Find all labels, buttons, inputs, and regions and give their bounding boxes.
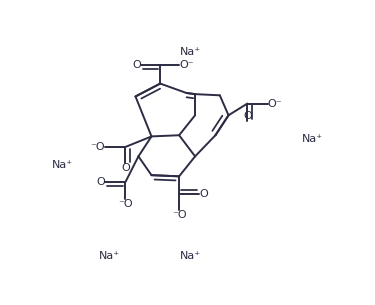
Text: Na⁺: Na⁺: [180, 251, 201, 261]
Text: ⁻O: ⁻O: [118, 199, 133, 209]
Text: O⁻: O⁻: [179, 60, 194, 70]
Text: Na⁺: Na⁺: [52, 160, 74, 170]
Text: Na⁺: Na⁺: [180, 47, 201, 57]
Text: O: O: [200, 189, 208, 199]
Text: Na⁺: Na⁺: [99, 251, 120, 261]
Text: Na⁺: Na⁺: [302, 134, 323, 144]
Text: O⁻: O⁻: [268, 99, 282, 109]
Text: O: O: [243, 111, 252, 121]
Text: O: O: [96, 177, 105, 187]
Text: O: O: [121, 163, 130, 174]
Text: ⁻O: ⁻O: [90, 142, 105, 152]
Text: ⁻O: ⁻O: [172, 210, 186, 221]
Text: O: O: [133, 60, 141, 70]
